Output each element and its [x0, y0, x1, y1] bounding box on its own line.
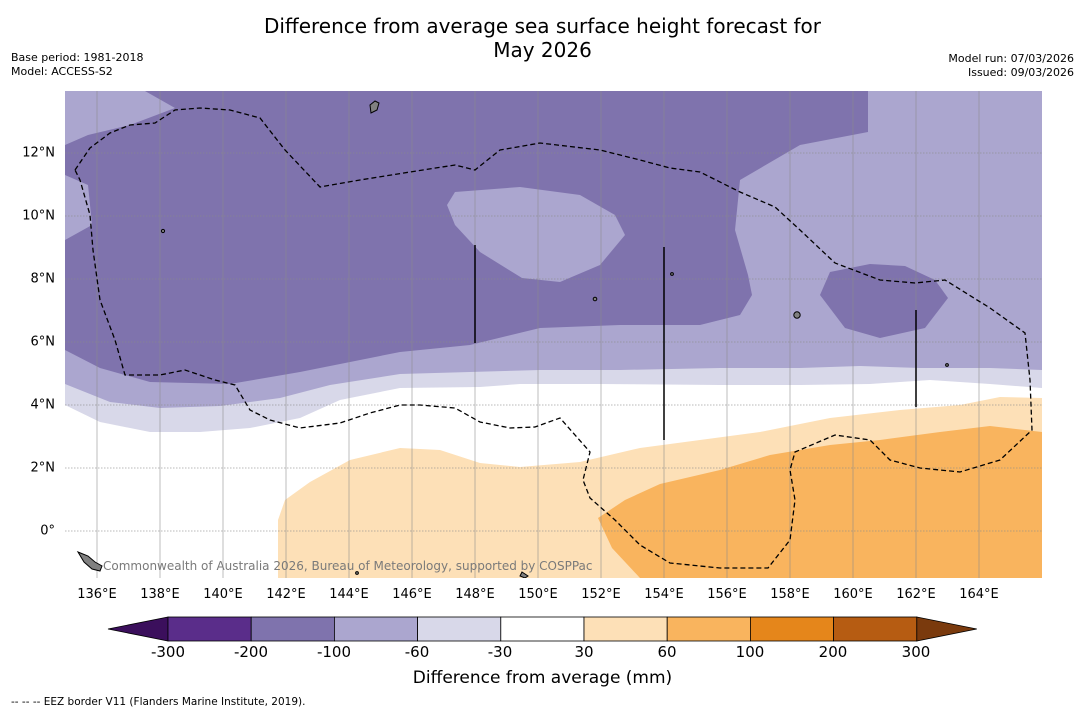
x-tick-label: 164°E — [959, 587, 999, 602]
colorbar-tick-label: 200 — [818, 643, 848, 661]
x-tick-label: 140°E — [203, 587, 243, 602]
y-tick-label: 4°N — [30, 397, 56, 413]
band-minus-100 — [65, 91, 868, 384]
x-tick-label: 146°E — [392, 587, 432, 602]
eez-legend: -- -- -- EEZ border V11 (Flanders Marine… — [11, 696, 306, 708]
y-tick-label: 12°N — [22, 145, 55, 161]
y-tick-label: 10°N — [22, 208, 55, 224]
colorbar-extend-low — [107, 616, 169, 642]
colorbar-tick-label: 30 — [574, 643, 594, 661]
colorbar-cell — [833, 616, 918, 642]
x-tick-label: 138°E — [140, 587, 180, 602]
colorbar-extend-high — [916, 616, 977, 642]
x-tick-label: 142°E — [266, 587, 306, 602]
colorbar-cell — [500, 616, 585, 642]
issued-date: Issued: 09/03/2026 — [967, 66, 1074, 79]
base-period: Base period: 1981-2018 — [11, 51, 144, 64]
x-tick-label: 156°E — [707, 587, 747, 602]
colorbar-tick-label: -30 — [487, 643, 513, 661]
colorbar-tick-label: 60 — [657, 643, 677, 661]
longitude-gridlines — [96, 91, 980, 578]
band-plus-60 — [598, 426, 1042, 578]
x-tick-label: 136°E — [77, 587, 117, 602]
x-tick-label: 162°E — [896, 587, 936, 602]
run-info: Model run: 07/03/2026 Issued: 09/03/2026 — [948, 52, 1074, 80]
map-credit: Commonwealth of Australia 2026, Bureau o… — [103, 559, 593, 573]
x-tick-label: 148°E — [455, 587, 495, 602]
y-tick-label: 8°N — [30, 271, 56, 287]
colorbar-tick-label: 300 — [901, 643, 931, 661]
model-name: Model: ACCESS-S2 — [11, 65, 113, 78]
colorbar-tick-label: -60 — [404, 643, 430, 661]
model-run: Model run: 07/03/2026 — [948, 52, 1074, 65]
x-tick-label: 154°E — [644, 587, 684, 602]
y-tick-label: 6°N — [30, 334, 56, 350]
band-minus-60-hole — [447, 187, 625, 282]
colorbar-cell — [167, 616, 252, 642]
colorbar-cell — [250, 616, 335, 642]
colorbar-cell — [583, 616, 668, 642]
x-tick-label: 150°E — [518, 587, 558, 602]
y-tick-label: 0° — [40, 523, 55, 539]
colorbar-cell — [666, 616, 751, 642]
islands — [76, 100, 949, 578]
y-tick-label: 2°N — [30, 460, 56, 476]
colorbar-cell — [333, 616, 418, 642]
eez-segment-lines — [474, 245, 917, 440]
x-tick-label: 152°E — [581, 587, 621, 602]
title-line-2: May 2026 — [493, 38, 592, 62]
model-info: Base period: 1981-2018 Model: ACCESS-S2 — [11, 51, 143, 79]
x-tick-label: 144°E — [329, 587, 369, 602]
eez-borders — [74, 107, 1033, 569]
colorbar-cell — [417, 616, 502, 642]
colorbar-label: Difference from average (mm) — [412, 668, 673, 688]
colorbar-tick-label: -100 — [316, 643, 352, 661]
colorbar-tick-label: -300 — [150, 643, 186, 661]
colorbar-tick-label: -200 — [233, 643, 269, 661]
x-tick-label: 158°E — [770, 587, 810, 602]
map-title: Difference from average sea surface heig… — [0, 14, 1085, 62]
colorbar-cell — [750, 616, 835, 642]
colorbar-tick-label: 100 — [735, 643, 765, 661]
x-tick-label: 160°E — [833, 587, 873, 602]
title-line-1: Difference from average sea surface heig… — [263, 14, 822, 38]
